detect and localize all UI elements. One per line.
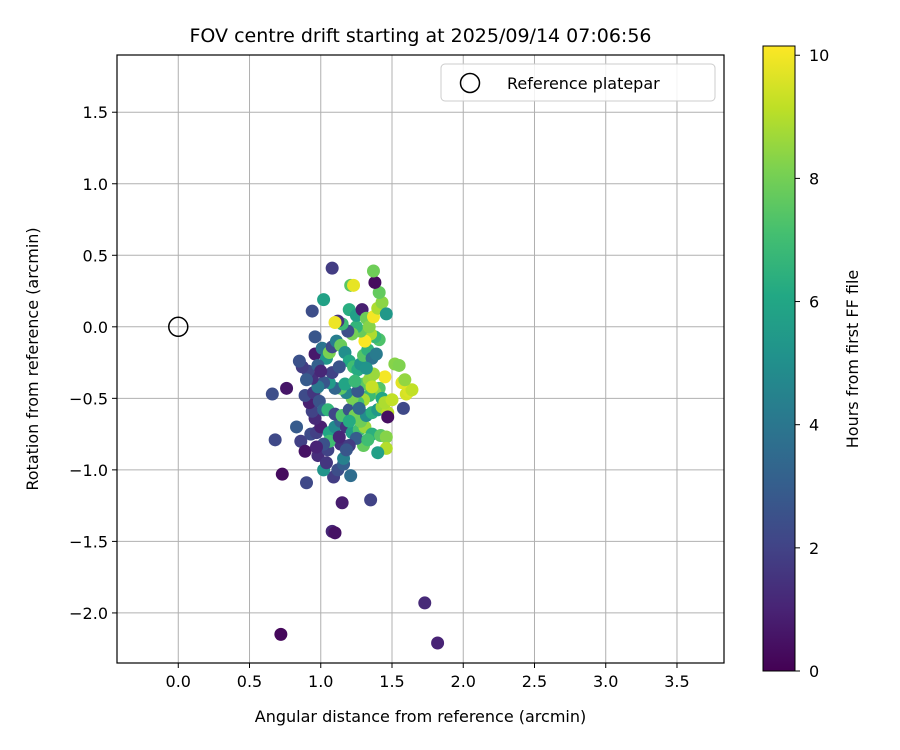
colorbar-label: Hours from first FF file: [843, 270, 862, 449]
y-axis-label: Rotation from reference (arcmin): [23, 227, 42, 490]
scatter-point: [347, 278, 361, 292]
scatter-point: [292, 354, 306, 368]
x-axis: 0.0 0.5 1.0 1.5 2.0 2.5 3.0 3.5: [166, 663, 690, 691]
scatter-point: [274, 627, 288, 641]
grid: [117, 55, 724, 663]
x-tick-label: 2.0: [451, 672, 476, 691]
plot-frame: [116, 54, 725, 664]
scatter-point: [431, 636, 445, 650]
y-axis: −2.0 −1.5 −1.0 −0.5 0.0 0.5 1.0 1.5: [69, 103, 117, 623]
x-tick-label: 2.5: [522, 672, 547, 691]
scatter-point: [379, 430, 393, 444]
scatter-point: [366, 264, 380, 278]
scatter-point: [398, 373, 412, 387]
reference-platepar-point: [168, 316, 189, 338]
y-tick-label: 1.5: [83, 103, 108, 122]
scatter-point: [351, 384, 365, 398]
scatter-point: [300, 476, 314, 490]
scatter-point: [332, 430, 346, 444]
y-tick-label: −1.0: [69, 461, 108, 480]
colorbar: 0 2 4 6 8 10 Hours from first FF file: [762, 45, 862, 681]
colorbar-tick-label: 8: [809, 169, 819, 188]
legend: Reference platepar: [440, 63, 716, 102]
scatter-point: [372, 285, 386, 299]
scatter-point: [365, 380, 379, 394]
legend-box: [440, 63, 716, 102]
x-tick-label: 0.5: [237, 672, 262, 691]
y-tick-label: 0.0: [83, 318, 108, 337]
scatter-point: [298, 444, 312, 458]
scatter-point: [359, 361, 373, 375]
y-tick-label: 0.5: [83, 246, 108, 265]
x-tick-label: 1.0: [308, 672, 333, 691]
legend-label: Reference platepar: [507, 74, 660, 93]
scatter-point: [375, 295, 389, 309]
y-tick-label: −0.5: [69, 389, 108, 408]
scatter-point: [314, 364, 328, 378]
colorbar-tick-label: 6: [809, 293, 819, 312]
scatter-point: [362, 320, 376, 334]
scatter-point: [294, 434, 308, 448]
x-axis-label: Angular distance from reference (arcmin): [255, 707, 586, 726]
scatter-point: [338, 377, 352, 391]
scatter-point: [381, 410, 395, 424]
scatter-point: [332, 360, 346, 374]
scatter-point: [368, 275, 382, 289]
reference-marker: [168, 316, 189, 338]
scatter-point: [348, 374, 362, 388]
scatter-point: [265, 387, 279, 401]
colorbar-gradient: [762, 45, 796, 672]
scatter-point: [339, 443, 353, 457]
y-tick-label: 1.0: [83, 175, 108, 194]
colorbar-ticks: 0 2 4 6 8 10: [795, 46, 829, 681]
scatter-point: [364, 493, 378, 507]
legend-open-circle-marker: [459, 72, 481, 94]
x-tick-label: 3.5: [664, 672, 689, 691]
scatter-point: [290, 420, 304, 434]
scatter-point: [280, 381, 294, 395]
scatter-point: [392, 358, 406, 372]
scatter-point: [325, 261, 339, 275]
scatter-point: [418, 596, 432, 610]
scatter-point: [396, 401, 410, 415]
scatter-point: [275, 467, 289, 481]
colorbar-tick-label: 4: [809, 416, 819, 435]
scatter-point: [305, 304, 319, 318]
scatter-point: [385, 393, 399, 407]
scatter-point: [371, 446, 385, 460]
x-tick-label: 1.5: [379, 672, 404, 691]
scatter-point: [309, 440, 323, 454]
scatter-points: [265, 261, 445, 650]
chart-title: FOV centre drift starting at 2025/09/14 …: [189, 25, 651, 47]
scatter-point: [342, 414, 356, 428]
scatter-point: [369, 347, 383, 361]
colorbar-tick-label: 2: [809, 539, 819, 558]
scatter-point: [358, 334, 372, 348]
y-tick-label: −1.5: [69, 532, 108, 551]
colorbar-tick-label: 10: [809, 46, 829, 65]
x-tick-label: 3.0: [593, 672, 618, 691]
scatter-point: [328, 526, 342, 540]
scatter-point: [268, 433, 282, 447]
scatter-point: [335, 496, 349, 510]
x-tick-label: 0.0: [166, 672, 191, 691]
scatter-point: [300, 373, 314, 387]
scatter-point: [379, 307, 393, 321]
scatter-point: [361, 433, 375, 447]
scatter-point: [344, 469, 358, 483]
scatter-point: [328, 316, 342, 330]
scatter-point: [308, 330, 322, 344]
y-tick-label: −2.0: [69, 604, 108, 623]
scatter-point: [405, 383, 419, 397]
scatter-point: [378, 370, 392, 384]
scatter-point: [317, 293, 331, 307]
colorbar-tick-label: 0: [809, 662, 819, 681]
scatter-point: [352, 401, 366, 415]
scatter-point: [319, 456, 333, 470]
